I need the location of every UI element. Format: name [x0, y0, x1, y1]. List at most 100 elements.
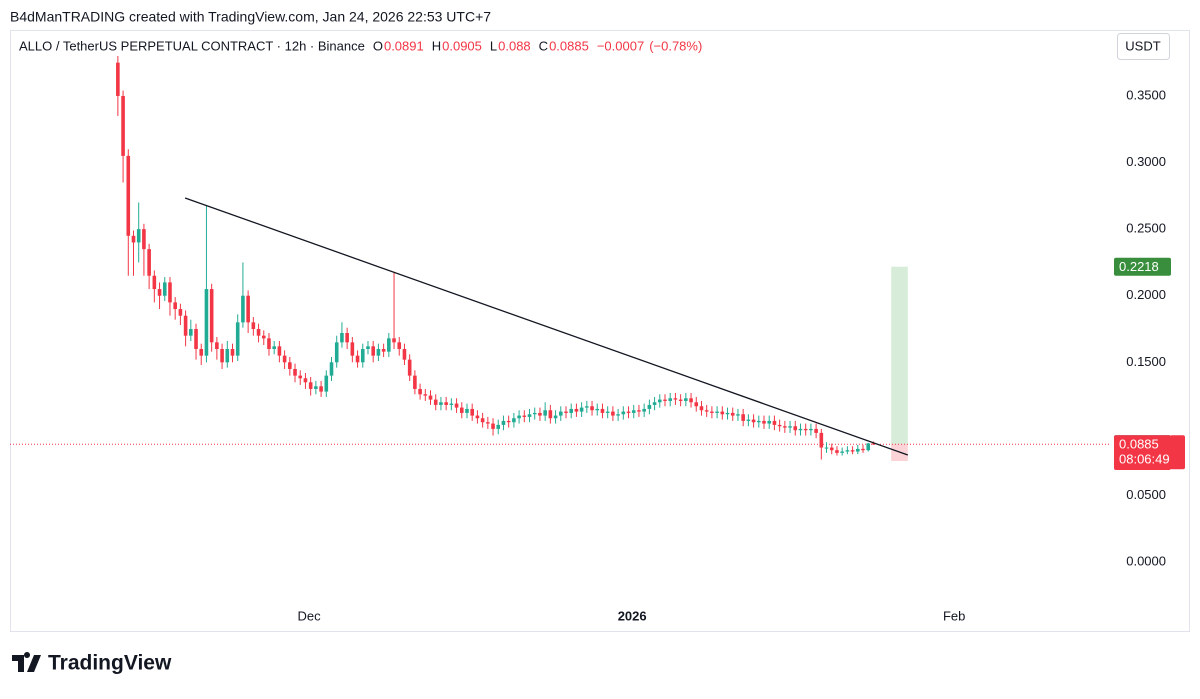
candle-body: [548, 410, 553, 419]
candle-body: [819, 432, 824, 448]
candle-body: [413, 375, 417, 389]
candle-body: [329, 362, 334, 376]
candle-body: [131, 235, 136, 243]
candle-body: [798, 428, 803, 431]
candle-body: [783, 426, 787, 428]
candle-body: [668, 398, 673, 401]
candle-body: [157, 289, 162, 296]
candle-body: [475, 415, 480, 419]
candle-body: [835, 450, 839, 453]
x-tick-label: 2026: [618, 608, 647, 623]
target-price-label-box: [1114, 257, 1171, 276]
x-tick-label: Dec: [298, 608, 322, 623]
candle-body: [418, 388, 422, 395]
candle-body: [345, 333, 349, 343]
attribution: B4dManTRADING created with TradingView.c…: [10, 9, 491, 25]
candle-body: [366, 346, 370, 349]
legend-letter: L: [490, 38, 497, 53]
candle-body: [288, 362, 292, 369]
candle-body: [215, 342, 219, 349]
legend-change: −0.0007: [597, 38, 644, 53]
candle-body: [480, 418, 485, 423]
candle-body: [183, 315, 188, 336]
candle-body: [715, 411, 719, 413]
candle-body: [126, 155, 131, 236]
candle-body: [725, 412, 730, 415]
candle-body: [767, 420, 772, 424]
candle-body: [517, 415, 521, 419]
candle-body: [777, 424, 782, 427]
candle-body: [803, 428, 808, 431]
candle-body: [277, 346, 282, 356]
candle-body: [741, 414, 745, 421]
trend-line: [184, 197, 909, 456]
candle-body: [173, 302, 177, 310]
candle-body: [220, 348, 224, 363]
candle-body: [199, 348, 204, 356]
candle-body: [699, 406, 704, 411]
candle-body: [314, 386, 318, 389]
candle-body: [558, 411, 563, 416]
candle-body: [355, 355, 360, 363]
candle-body: [527, 414, 532, 417]
y-tick-label: 0.2500: [1126, 221, 1166, 236]
candle-body: [621, 411, 626, 415]
candle-body: [235, 322, 240, 356]
candle-body: [392, 338, 396, 343]
candle-body: [381, 348, 386, 352]
candle-body: [423, 394, 428, 396]
candle-body: [256, 329, 261, 336]
candle-body: [861, 448, 865, 451]
candle-body: [376, 348, 381, 356]
legend-value: 0.0905: [442, 38, 482, 53]
y-tick-label: 0.1500: [1126, 354, 1166, 369]
candle-body: [532, 412, 537, 415]
y-tick-label: 0.3000: [1126, 154, 1166, 169]
candle-body: [168, 282, 172, 303]
candle-body: [465, 408, 469, 413]
candle-body: [829, 447, 834, 451]
candle-body: [585, 406, 589, 408]
candle-body: [730, 412, 735, 416]
chart-frame: [10, 30, 1190, 632]
candle-body: [439, 402, 443, 405]
candle-body: [652, 402, 657, 405]
x-tick-label: Feb: [943, 608, 965, 623]
candle-body: [642, 408, 646, 412]
logo-text: TradingView: [48, 652, 172, 675]
candle-body: [340, 333, 344, 343]
candle-body: [496, 424, 501, 429]
legend-letter: O: [373, 38, 383, 53]
candle-body: [569, 408, 574, 413]
candle-body: [152, 275, 157, 290]
candle-body: [522, 415, 527, 417]
logo-mark: [12, 652, 41, 672]
candle-body: [678, 399, 683, 401]
candle-body: [626, 411, 631, 413]
currency-button[interactable]: [1117, 33, 1170, 60]
y-tick-label: 0.0500: [1126, 487, 1166, 502]
candle-body: [720, 411, 725, 415]
candle-body: [293, 368, 297, 376]
legend-change-pct: (−0.78%): [649, 38, 702, 53]
candle-body: [142, 229, 146, 250]
candle-body: [459, 407, 464, 413]
legend-value: 0.0885: [549, 38, 589, 53]
candle-body: [147, 249, 151, 276]
logo: TradingView: [12, 652, 172, 675]
candle-body: [824, 447, 829, 449]
candle-body: [704, 410, 709, 412]
candle-body: [746, 419, 751, 421]
currency-label: USDT: [1125, 38, 1160, 53]
candle-body: [209, 289, 214, 343]
candle-body: [136, 229, 141, 243]
last-price-box-right: [1170, 435, 1185, 470]
legend-value: 0.088: [498, 38, 531, 53]
candle-body: [272, 346, 276, 349]
candle-body: [611, 411, 615, 416]
candle-body: [298, 375, 303, 379]
candle-body: [762, 420, 766, 424]
candle-body: [751, 419, 756, 423]
candle-body: [433, 399, 438, 405]
candle-body: [684, 398, 688, 401]
